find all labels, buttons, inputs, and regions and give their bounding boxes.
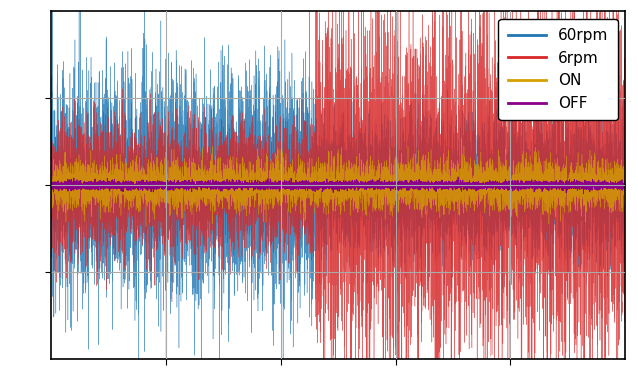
Legend: 60rpm, 6rpm, ON, OFF: 60rpm, 6rpm, ON, OFF: [498, 19, 618, 120]
